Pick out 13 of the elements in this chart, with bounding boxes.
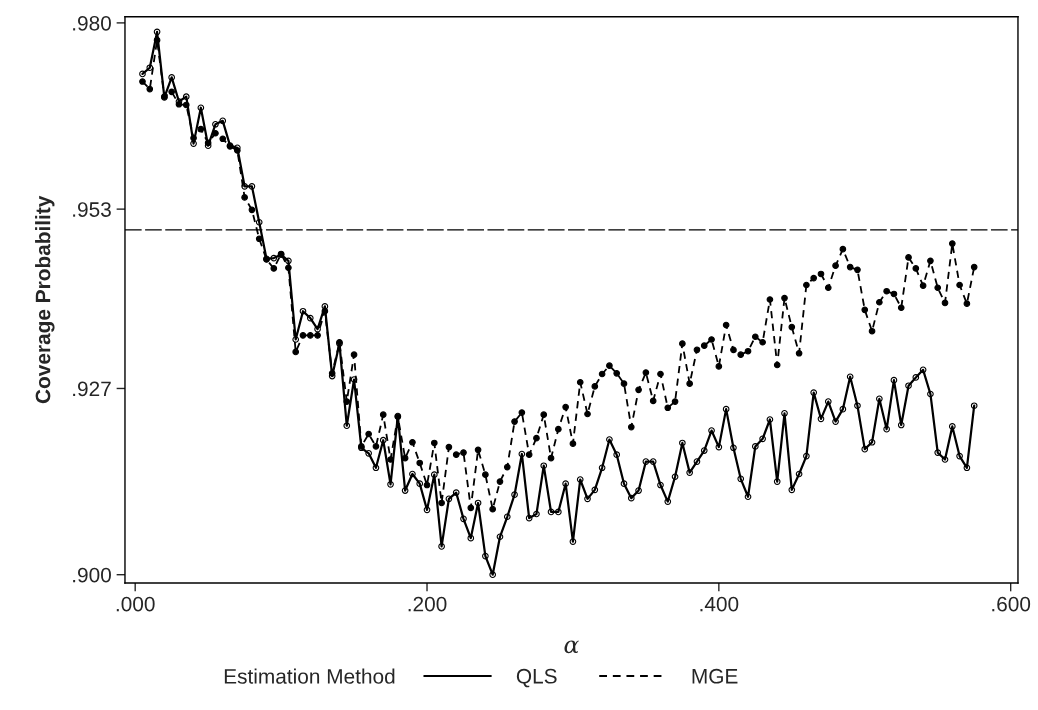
y-tick-label: .980: [73, 15, 111, 31]
y-tick-label: .927: [73, 381, 111, 397]
y-axis-title: Coverage Probability: [35, 195, 55, 404]
x-tick-label: .200: [408, 596, 447, 612]
legend-label: MGE: [692, 668, 738, 684]
x-tick-label: .600: [992, 596, 1031, 612]
legend-label: QLS: [516, 668, 557, 688]
x-tick-label: .400: [700, 596, 739, 612]
x-axis-title: α: [564, 640, 579, 654]
x-tick-label: .000: [116, 596, 155, 612]
legend-title: Estimation Method: [224, 668, 395, 684]
y-tick-label: .953: [73, 202, 111, 217]
y-tick-label: .900: [73, 567, 111, 583]
